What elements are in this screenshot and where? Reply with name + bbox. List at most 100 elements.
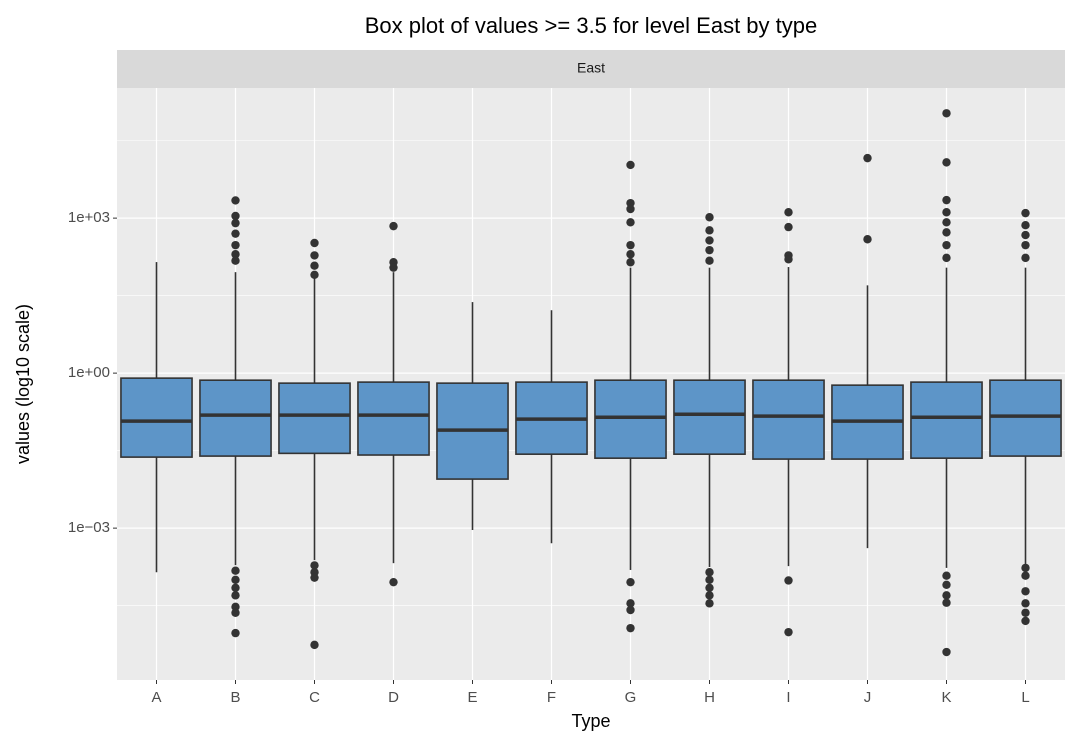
outlier [942,253,951,263]
outlier [626,605,635,615]
box [199,379,272,457]
x-tick-label: K [941,689,951,706]
outlier [310,573,319,582]
outlier [231,591,240,600]
y-tick-label: 1e+03 [68,209,110,226]
outlier [626,198,635,208]
outlier [705,245,714,255]
outlier [705,599,714,608]
outlier [705,568,714,577]
box [673,379,746,455]
y-tick-label: 1e+00 [68,364,110,381]
outlier [1021,230,1030,240]
outlier [942,109,951,118]
outlier [231,566,240,575]
outlier [1021,220,1030,230]
outlier [705,575,714,585]
chart-title: Box plot of values >= 3.5 for level East… [365,13,817,38]
outlier [231,196,240,205]
panel [117,88,1065,680]
outlier [231,583,240,593]
outlier [942,158,951,167]
outlier [389,263,398,272]
outlier [863,235,872,244]
outlier [310,270,319,280]
outlier [1021,571,1030,580]
x-axis-title: Type [571,711,610,731]
outlier [942,591,951,600]
outlier [784,255,793,264]
outlier [231,628,240,638]
outlier [1021,240,1030,250]
box [357,381,430,456]
outlier [626,240,635,250]
outlier [626,258,635,267]
outlier [942,228,951,237]
x-tick-label: G [625,689,637,706]
outlier [389,221,398,231]
x-tick-label: L [1021,689,1029,706]
outlier [231,229,240,238]
x-tick-label: B [230,689,240,706]
outlier [705,256,714,265]
outlier [231,211,240,221]
outlier [942,240,951,250]
box [752,379,825,460]
outlier [863,153,872,163]
outlier [1021,208,1030,218]
outlier [1021,608,1030,617]
outlier [705,213,714,222]
outlier [626,218,635,227]
outlier [389,577,398,587]
outlier [1021,599,1030,608]
outlier [310,251,319,260]
x-tick-label: F [547,689,556,706]
outlier [705,226,714,235]
outlier [310,261,319,270]
x-tick-label: J [864,689,872,706]
outlier [1021,587,1030,596]
outlier [231,256,240,265]
x-tick-label: I [786,689,790,706]
outlier [310,640,319,650]
x-tick-label: A [151,689,161,706]
outlier [784,576,793,585]
outlier [784,222,793,232]
outlier [626,599,635,608]
outlier [1021,253,1030,263]
box [120,377,193,458]
outlier [626,250,635,259]
box [594,379,667,459]
y-tick-label: 1e−03 [68,519,110,536]
outlier [942,571,951,580]
outlier [626,623,635,633]
outlier [705,583,714,593]
outlier [231,240,240,250]
outlier [705,591,714,600]
outlier [1021,563,1030,573]
x-tick-label: C [309,689,320,706]
outlier [626,577,635,587]
x-tick-label: H [704,689,715,706]
outlier [942,208,951,217]
outlier [942,598,951,607]
outlier [310,561,319,570]
facet-label: East [577,60,605,76]
box [278,382,351,455]
outlier [784,627,793,637]
outlier [784,208,793,217]
outlier [942,580,951,590]
box [989,379,1062,457]
facet-strip [117,50,1065,88]
outlier [310,238,319,248]
outlier [231,218,240,228]
outlier [705,236,714,245]
outlier [231,602,240,612]
outlier [231,250,240,259]
outlier [231,608,240,617]
outlier [942,218,951,227]
outlier [942,195,951,205]
box [910,381,983,459]
outlier [942,647,951,657]
